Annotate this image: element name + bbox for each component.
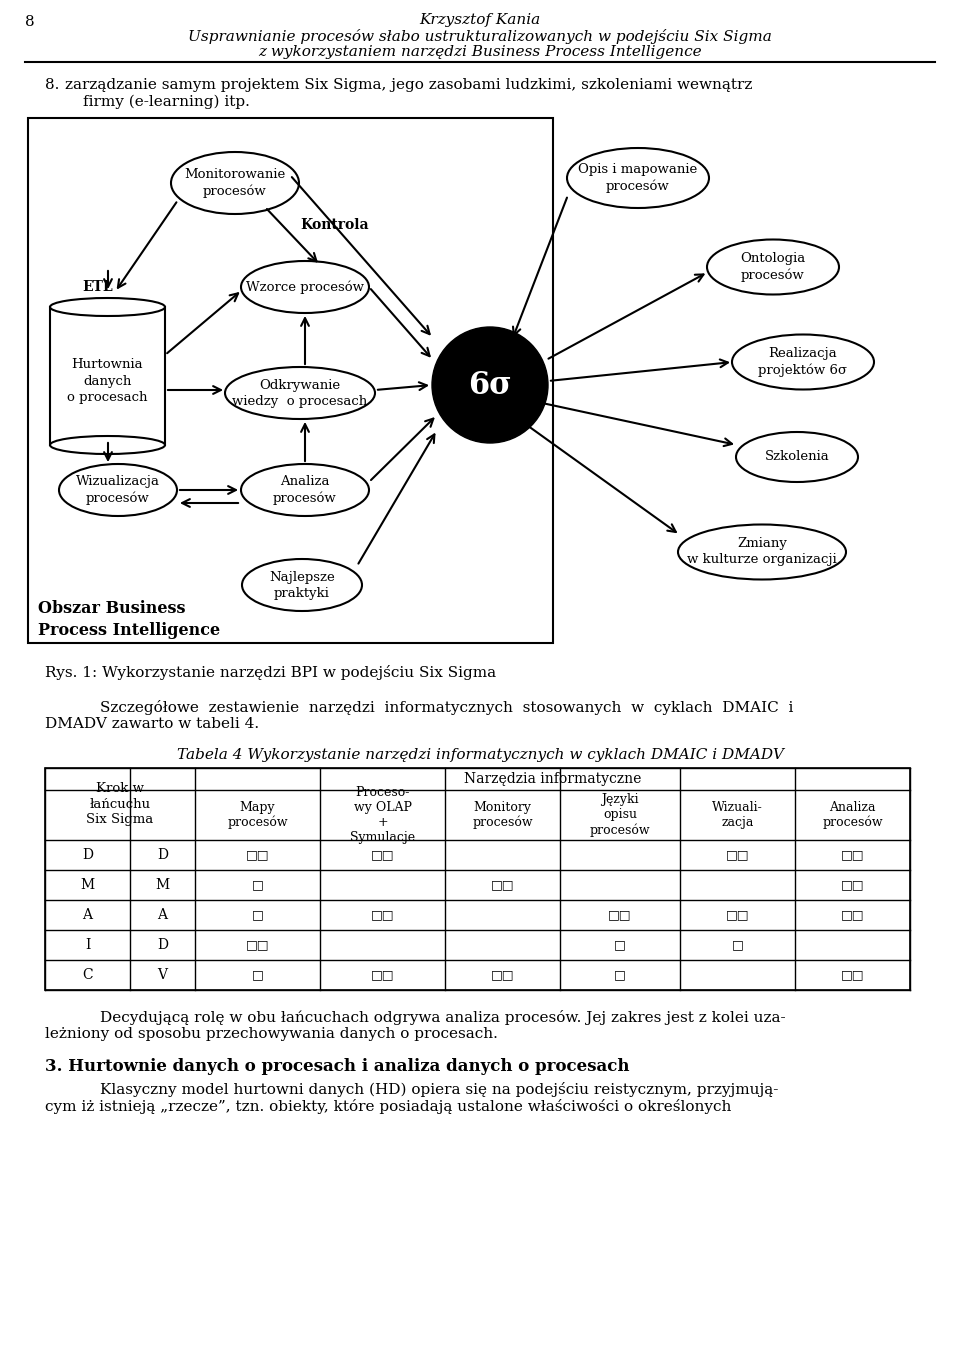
Ellipse shape (732, 335, 874, 389)
Text: Ontologia
procesów: Ontologia procesów (740, 252, 805, 282)
Ellipse shape (736, 432, 858, 482)
Text: Proceso-
wy OLAP
+
Symulacje: Proceso- wy OLAP + Symulacje (350, 786, 415, 844)
Ellipse shape (50, 298, 165, 316)
Text: □□: □□ (371, 908, 395, 921)
Text: D: D (157, 938, 168, 953)
Text: D: D (157, 848, 168, 862)
Ellipse shape (242, 560, 362, 611)
Text: Realizacja
projektów 6σ: Realizacja projektów 6σ (758, 347, 848, 377)
Text: Monitorowanie
procesów: Monitorowanie procesów (184, 168, 286, 198)
Text: zarządzanie samym projektem Six Sigma, jego zasobami ludzkimi, szkoleniami wewną: zarządzanie samym projektem Six Sigma, j… (65, 79, 753, 92)
Ellipse shape (171, 152, 299, 214)
Ellipse shape (567, 148, 709, 209)
Text: ETL: ETL (83, 280, 113, 294)
Ellipse shape (241, 262, 369, 313)
Ellipse shape (59, 463, 177, 516)
Text: Wzorce procesów: Wzorce procesów (246, 280, 364, 294)
Text: □: □ (614, 969, 626, 981)
Text: M: M (81, 878, 95, 892)
Text: Mapy
procesów: Mapy procesów (228, 801, 288, 829)
Text: Rys. 1: Wykorzystanie narzędzi BPI w podejściu Six Sigma: Rys. 1: Wykorzystanie narzędzi BPI w pod… (45, 665, 496, 680)
FancyBboxPatch shape (50, 308, 165, 444)
Text: Zmiany
w kulturze organizacji: Zmiany w kulturze organizacji (687, 538, 837, 566)
Text: leżniony od sposobu przechowywania danych o procesach.: leżniony od sposobu przechowywania danyc… (45, 1027, 498, 1041)
Text: □□: □□ (841, 908, 864, 921)
Ellipse shape (678, 524, 846, 580)
Text: C: C (83, 967, 93, 982)
Text: □□: □□ (371, 969, 395, 981)
Text: Monitory
procesów: Monitory procesów (472, 801, 533, 829)
Text: 8.: 8. (45, 79, 60, 92)
Text: □□: □□ (726, 848, 749, 862)
Text: □: □ (252, 969, 263, 981)
Text: □□: □□ (246, 848, 269, 862)
Ellipse shape (707, 240, 839, 294)
Text: □: □ (614, 939, 626, 951)
Text: Usprawnianie procesów słabo ustrukturalizowanych w podejściu Six Sigma: Usprawnianie procesów słabo ustrukturali… (188, 28, 772, 43)
Text: Analiza
procesów: Analiza procesów (274, 476, 337, 505)
Text: □: □ (732, 939, 743, 951)
Text: A: A (157, 908, 167, 921)
Text: □□: □□ (726, 908, 749, 921)
Text: Krzysztof Kania: Krzysztof Kania (420, 14, 540, 27)
Text: I: I (84, 938, 90, 953)
Text: Obszar Business
Process Intelligence: Obszar Business Process Intelligence (38, 600, 220, 640)
Text: 3. Hurtownie danych o procesach i analiza danych o procesach: 3. Hurtownie danych o procesach i analiz… (45, 1058, 630, 1075)
Text: Decydującą rolę w obu łańcuchach odgrywa analiza procesów. Jej zakres jest z kol: Decydującą rolę w obu łańcuchach odgrywa… (100, 1009, 785, 1024)
Text: cym iż istnieją „rzecze”, tzn. obiekty, które posiadają ustalone właściwości o o: cym iż istnieją „rzecze”, tzn. obiekty, … (45, 1099, 732, 1114)
Text: Kontrola: Kontrola (300, 218, 370, 232)
Text: □: □ (252, 878, 263, 892)
Text: 6σ: 6σ (468, 370, 512, 401)
Ellipse shape (50, 436, 165, 454)
Text: Szkolenia: Szkolenia (764, 450, 829, 463)
Text: Krok w
łańcuchu
Six Sigma: Krok w łańcuchu Six Sigma (86, 782, 154, 827)
Ellipse shape (225, 367, 375, 419)
Text: □□: □□ (246, 939, 269, 951)
Text: 8: 8 (25, 15, 35, 28)
Text: V: V (157, 967, 167, 982)
Text: Klasyczny model hurtowni danych (HD) opiera się na podejściu reistycznym, przyjm: Klasyczny model hurtowni danych (HD) opi… (100, 1083, 779, 1098)
Text: Szczegółowe  zestawienie  narzędzi  informatycznych  stosowanych  w  cyklach  DM: Szczegółowe zestawienie narzędzi informa… (100, 701, 793, 715)
FancyBboxPatch shape (45, 768, 910, 991)
Text: □: □ (252, 908, 263, 921)
Text: Wizualizacja
procesów: Wizualizacja procesów (76, 476, 160, 505)
Text: D: D (82, 848, 93, 862)
Text: M: M (156, 878, 170, 892)
Text: Najlepsze
praktyki: Najlepsze praktyki (269, 570, 335, 599)
Text: DMADV zawarto w tabeli 4.: DMADV zawarto w tabeli 4. (45, 717, 259, 730)
Text: Języki
opisu
procesów: Języki opisu procesów (589, 793, 650, 837)
Text: z wykorzystaniem narzędzi Business Process Intelligence: z wykorzystaniem narzędzi Business Proce… (258, 45, 702, 60)
Text: Wizuali-
zacja: Wizuali- zacja (712, 801, 763, 829)
Text: Analiza
procesów: Analiza procesów (822, 801, 883, 829)
FancyBboxPatch shape (28, 118, 553, 644)
Text: Narzędzia informatyczne: Narzędzia informatyczne (464, 772, 641, 786)
Text: firmy (e-learning) itp.: firmy (e-learning) itp. (83, 95, 250, 110)
Text: □□: □□ (491, 878, 515, 892)
Text: Hurtownia
danych
o procesach: Hurtownia danych o procesach (67, 358, 148, 405)
Text: Odkrywanie
wiedzy  o procesach: Odkrywanie wiedzy o procesach (232, 378, 368, 408)
Text: □□: □□ (609, 908, 632, 921)
Text: □□: □□ (371, 848, 395, 862)
Text: A: A (83, 908, 92, 921)
Text: □□: □□ (841, 969, 864, 981)
Text: Tabela 4 Wykorzystanie narzędzi informatycznych w cyklach DMAIC i DMADV: Tabela 4 Wykorzystanie narzędzi informat… (177, 748, 783, 762)
Circle shape (432, 327, 548, 443)
Text: □□: □□ (491, 969, 515, 981)
Text: □□: □□ (841, 878, 864, 892)
Text: □□: □□ (841, 848, 864, 862)
Text: Opis i mapowanie
procesów: Opis i mapowanie procesów (578, 163, 698, 192)
Ellipse shape (241, 463, 369, 516)
